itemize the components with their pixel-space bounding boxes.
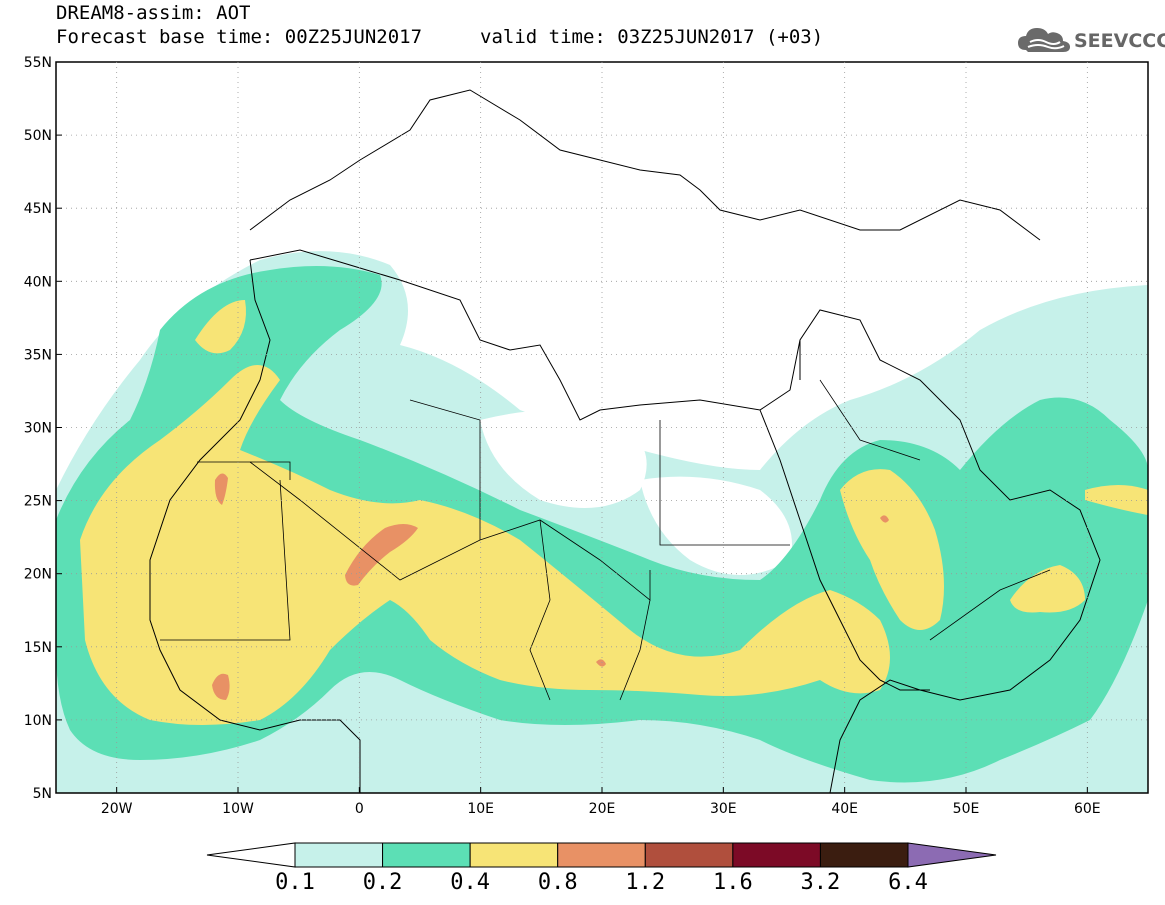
lon-label: 20W xyxy=(101,801,133,817)
contour-0.4 xyxy=(80,365,890,725)
lat-label: 45N xyxy=(24,201,52,217)
lon-label: 20E xyxy=(589,801,616,817)
lon-label: 60E xyxy=(1074,801,1101,817)
colorbar-label: 1.6 xyxy=(713,870,753,895)
contour-0.4-east xyxy=(1085,485,1148,515)
lon-label: 10E xyxy=(467,801,494,817)
colorbar-label: 0.4 xyxy=(450,870,490,895)
longitude-ticks: 20W 10W 0 10E 20E 30E 40E 50E 60E xyxy=(101,787,1101,817)
contour-0.8-c xyxy=(212,673,230,700)
logo-text: SEEVCCC xyxy=(1074,30,1165,52)
contour-0.8-e xyxy=(880,515,889,523)
colorbar-box xyxy=(732,842,821,868)
forecast-base-time: Forecast base time: 00Z25JUN2017 xyxy=(56,26,423,48)
colorbar-max-arrow xyxy=(907,842,997,868)
lat-label: 40N xyxy=(24,274,52,290)
contour-0.1-hole xyxy=(480,410,647,508)
lat-label: 55N xyxy=(24,55,52,71)
contour-0.4-west-coast xyxy=(195,300,246,354)
lat-label: 5N xyxy=(33,786,52,802)
seevccc-logo: SEEVCCC xyxy=(1016,22,1165,58)
contour-0.8-b xyxy=(345,524,418,586)
colorbar-label: 3.2 xyxy=(801,870,841,895)
colorbar-box xyxy=(557,842,646,868)
colorbar-label: 0.1 xyxy=(275,870,315,895)
colorbar-label: 0.8 xyxy=(538,870,578,895)
lat-label: 10N xyxy=(24,713,52,729)
colorbar-box xyxy=(469,842,559,868)
lat-label: 25N xyxy=(24,494,52,510)
contour-0.4-arabia xyxy=(840,469,944,630)
contour-0.8-d xyxy=(596,659,606,667)
cloud-icon xyxy=(1018,28,1070,52)
colorbar-box xyxy=(382,842,471,868)
coastlines xyxy=(149,89,1101,793)
colorbar-label: 0.2 xyxy=(363,870,403,895)
colorbar-min-arrow xyxy=(206,842,296,868)
lat-label: 30N xyxy=(24,421,52,437)
latitude-ticks: 55N 50N 45N 40N 35N 30N 25N 20N 15N 10N 5N xyxy=(24,55,62,802)
lon-label: 10W xyxy=(222,801,254,817)
map-title: DREAM8-assim: AOT xyxy=(56,2,251,24)
contour-0.1-hole2 xyxy=(640,476,792,575)
contour-0.4-oman xyxy=(1010,565,1085,613)
lat-label: 15N xyxy=(24,640,52,656)
lon-label: 40E xyxy=(831,801,858,817)
aot-map: 55N 50N 45N 40N 35N 30N 25N 20N 15N 10N 5N 20W 10W 0… xyxy=(24,55,1149,817)
colorbar-box xyxy=(819,842,909,868)
lat-label: 35N xyxy=(24,347,52,363)
valid-time: valid time: 03Z25JUN2017 (+03) xyxy=(480,26,824,48)
colorbar-box xyxy=(644,842,734,868)
lon-label: 0 xyxy=(355,801,364,817)
lat-label: 20N xyxy=(24,567,52,583)
graticule xyxy=(56,62,1148,793)
contour-0.8-a xyxy=(214,473,228,505)
borders xyxy=(160,379,1051,701)
lat-label: 50N xyxy=(24,128,52,144)
colorbar-label: 1.2 xyxy=(625,870,665,895)
lon-label: 30E xyxy=(710,801,737,817)
colorbar-box xyxy=(294,842,384,868)
colorbar-label: 6.4 xyxy=(888,870,928,895)
lon-label: 50E xyxy=(953,801,980,817)
